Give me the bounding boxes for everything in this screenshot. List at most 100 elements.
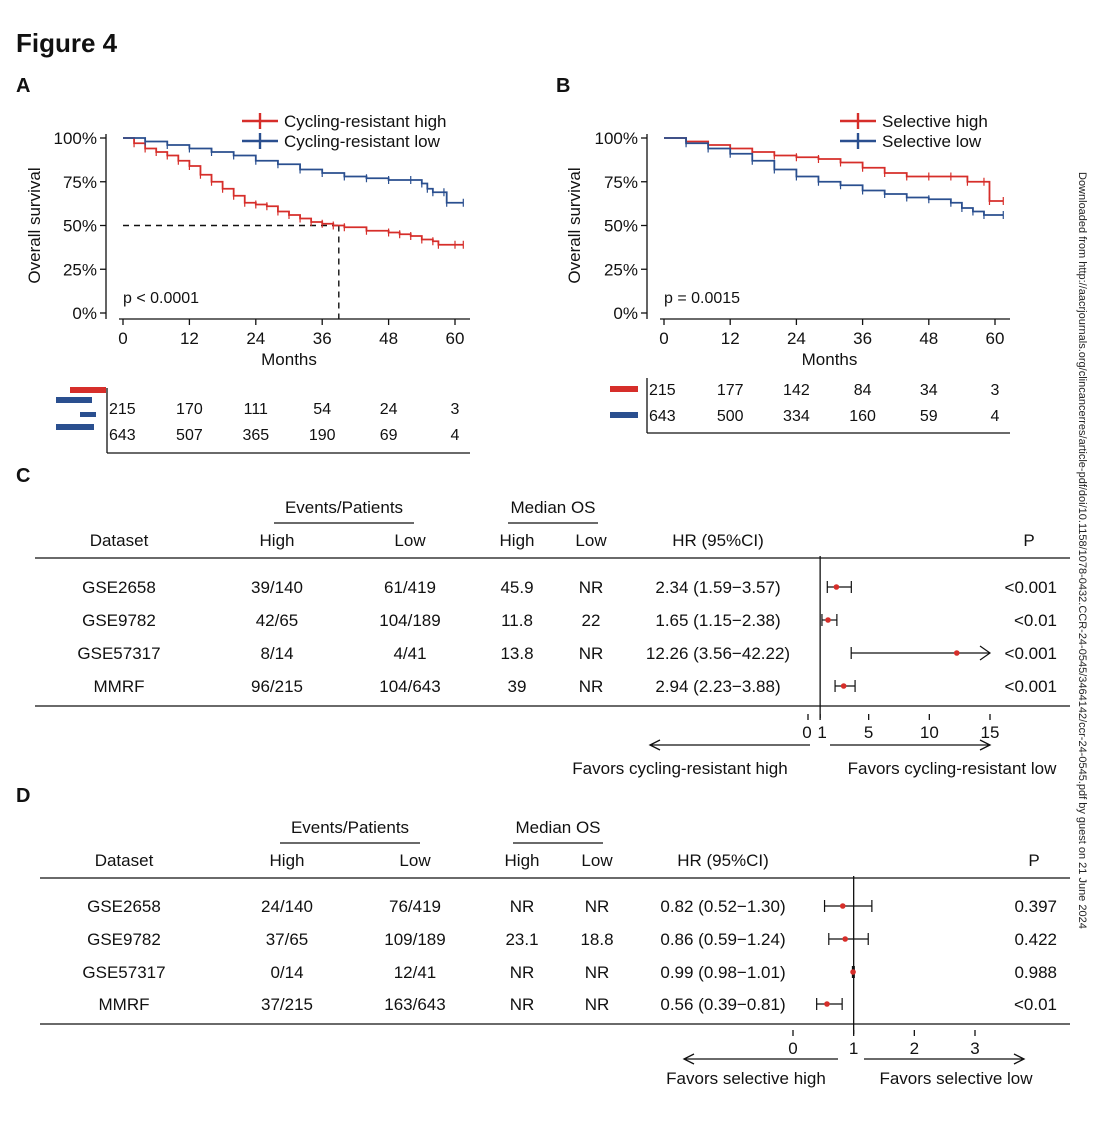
- cell-events-low: 61/419: [384, 578, 436, 597]
- cell-os-low: NR: [585, 963, 610, 982]
- cell-hr: 0.99 (0.98−1.01): [660, 963, 785, 982]
- legend-label-2: Selective low: [882, 132, 982, 151]
- cell-events-high: 42/65: [256, 611, 299, 630]
- y-tick-label: 100%: [54, 129, 97, 148]
- header-p: P: [1023, 531, 1034, 550]
- cell-events-low: 76/419: [389, 897, 441, 916]
- forest-row: GSE9782 42/65 104/189 11.8 22 1.65 (1.15−2.38…: [82, 611, 1057, 630]
- forest-tick-label: 0: [802, 723, 811, 742]
- y-tick-label: 0%: [613, 304, 638, 323]
- cell-os-high: NR: [510, 963, 535, 982]
- x-tick-label: 0: [659, 329, 668, 348]
- y-axis-label: Overall survival: [565, 167, 584, 283]
- forest-tick-label: 2: [910, 1039, 919, 1058]
- cell-os-high: 11.8: [501, 611, 533, 630]
- cell-hr: 2.94 (2.23−3.88): [655, 677, 780, 696]
- cell-os-low: NR: [585, 995, 610, 1014]
- favors-right-label: Favors selective low: [879, 1069, 1033, 1088]
- cell-events-low: 109/189: [384, 930, 445, 949]
- forest-tick-label: 0: [788, 1039, 797, 1058]
- cell-p: <0.001: [1005, 644, 1057, 663]
- cell-events-high: 39/140: [251, 578, 303, 597]
- y-tick-label: 25%: [63, 260, 97, 279]
- header-median-os: Median OS: [515, 818, 600, 837]
- risk-count: 3: [991, 382, 1000, 399]
- cell-dataset: GSE2658: [82, 578, 156, 597]
- y-tick-label: 25%: [604, 260, 638, 279]
- x-tick-label: 60: [986, 329, 1005, 348]
- cell-os-low: 22: [582, 611, 601, 630]
- forest-tick-label: 5: [864, 723, 873, 742]
- risk-count: 334: [783, 408, 810, 425]
- x-tick-label: 24: [787, 329, 806, 348]
- cell-events-low: 163/643: [384, 995, 445, 1014]
- forest-tick-label: 1: [849, 1039, 858, 1058]
- forest-tick-label: 10: [920, 723, 939, 742]
- panel-label-b: B: [556, 75, 570, 97]
- favors-left-arrow-head: [682, 1053, 695, 1065]
- risk-count: 84: [854, 382, 872, 399]
- panel-label-d: D: [16, 785, 30, 807]
- cell-events-low: 104/643: [379, 677, 440, 696]
- header-os-low: Low: [575, 531, 607, 550]
- x-tick-label: 48: [379, 329, 398, 348]
- cell-os-high: NR: [510, 897, 535, 916]
- cell-events-high: 96/215: [251, 677, 303, 696]
- panel-label-a: A: [16, 75, 30, 97]
- risk-count: 177: [717, 382, 744, 399]
- header-dataset: Dataset: [95, 851, 154, 870]
- cell-p: 0.988: [1014, 963, 1057, 982]
- risk-count: 215: [649, 382, 676, 399]
- x-tick-label: 36: [853, 329, 872, 348]
- x-tick-label: 12: [180, 329, 199, 348]
- cell-os-high: NR: [510, 995, 535, 1014]
- header-hr: HR (95%CI): [672, 531, 764, 550]
- cell-dataset: MMRF: [94, 677, 145, 696]
- forest-tick-label: 1: [817, 723, 826, 742]
- forest-row: MMRF 37/215 163/643 NR NR 0.56 (0.39−0.81) <0.…: [99, 995, 1057, 1014]
- cell-hr: 0.56 (0.39−0.81): [660, 995, 785, 1014]
- cell-os-low: NR: [579, 677, 604, 696]
- risk-count: 24: [380, 401, 398, 418]
- p-value: p < 0.0001: [123, 290, 199, 307]
- risk-swatch-2: [56, 397, 92, 403]
- cell-p: 0.422: [1014, 930, 1057, 949]
- risk-swatch-2: [610, 412, 638, 418]
- risk-count: 215: [109, 401, 136, 418]
- y-tick-label: 50%: [604, 217, 638, 236]
- header-events-high: High: [270, 851, 305, 870]
- forest-tick-label: 15: [981, 723, 1000, 742]
- header-events-patients: Events/Patients: [291, 818, 409, 837]
- cell-os-high: 13.8: [500, 644, 533, 663]
- favors-right-arrow-head: [1013, 1053, 1026, 1065]
- download-note: Downloaded from http://aacrjournals.org/…: [1076, 172, 1088, 929]
- risk-count: 190: [309, 427, 336, 444]
- cell-hr: 12.26 (3.56−42.22): [646, 644, 790, 663]
- cell-hr: 0.82 (0.52−1.30): [660, 897, 785, 916]
- risk-count: 643: [109, 427, 136, 444]
- cell-events-high: 37/65: [266, 930, 309, 949]
- censor-marks-1: [133, 139, 464, 249]
- header-os-high: High: [500, 531, 535, 550]
- x-tick-label: 0: [118, 329, 127, 348]
- y-tick-label: 0%: [72, 304, 97, 323]
- panel-d: D Events/Patients Median OS Dataset High Low H…: [16, 785, 1070, 1088]
- risk-count: 365: [242, 427, 269, 444]
- forest-row: GSE2658 24/140 76/419 NR NR 0.82 (0.52−1.30) 0…: [87, 897, 1057, 916]
- y-axis-label: Overall survival: [25, 167, 44, 283]
- risk-count: 59: [920, 408, 938, 425]
- y-tick-label: 75%: [604, 173, 638, 192]
- cell-os-high: 39: [508, 677, 527, 696]
- header-os-low: Low: [581, 851, 613, 870]
- risk-count: 4: [991, 408, 1000, 425]
- cell-dataset: GSE9782: [82, 611, 156, 630]
- cell-os-low: NR: [579, 644, 604, 663]
- header-hr: HR (95%CI): [677, 851, 769, 870]
- cell-dataset: GSE9782: [87, 930, 161, 949]
- panel-b: B 0% 25% 50% 75% 100% 0 12 24 36 48 60 Months Overall…: [556, 75, 1010, 434]
- survival-curve-1: [123, 137, 464, 246]
- cell-events-low: 12/41: [394, 963, 437, 982]
- risk-count: 500: [717, 408, 744, 425]
- cell-p: <0.001: [1005, 578, 1057, 597]
- legend-label-1: Cycling-resistant high: [284, 112, 447, 131]
